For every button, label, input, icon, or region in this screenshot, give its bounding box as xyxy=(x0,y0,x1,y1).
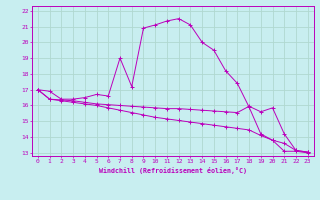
X-axis label: Windchill (Refroidissement éolien,°C): Windchill (Refroidissement éolien,°C) xyxy=(99,167,247,174)
